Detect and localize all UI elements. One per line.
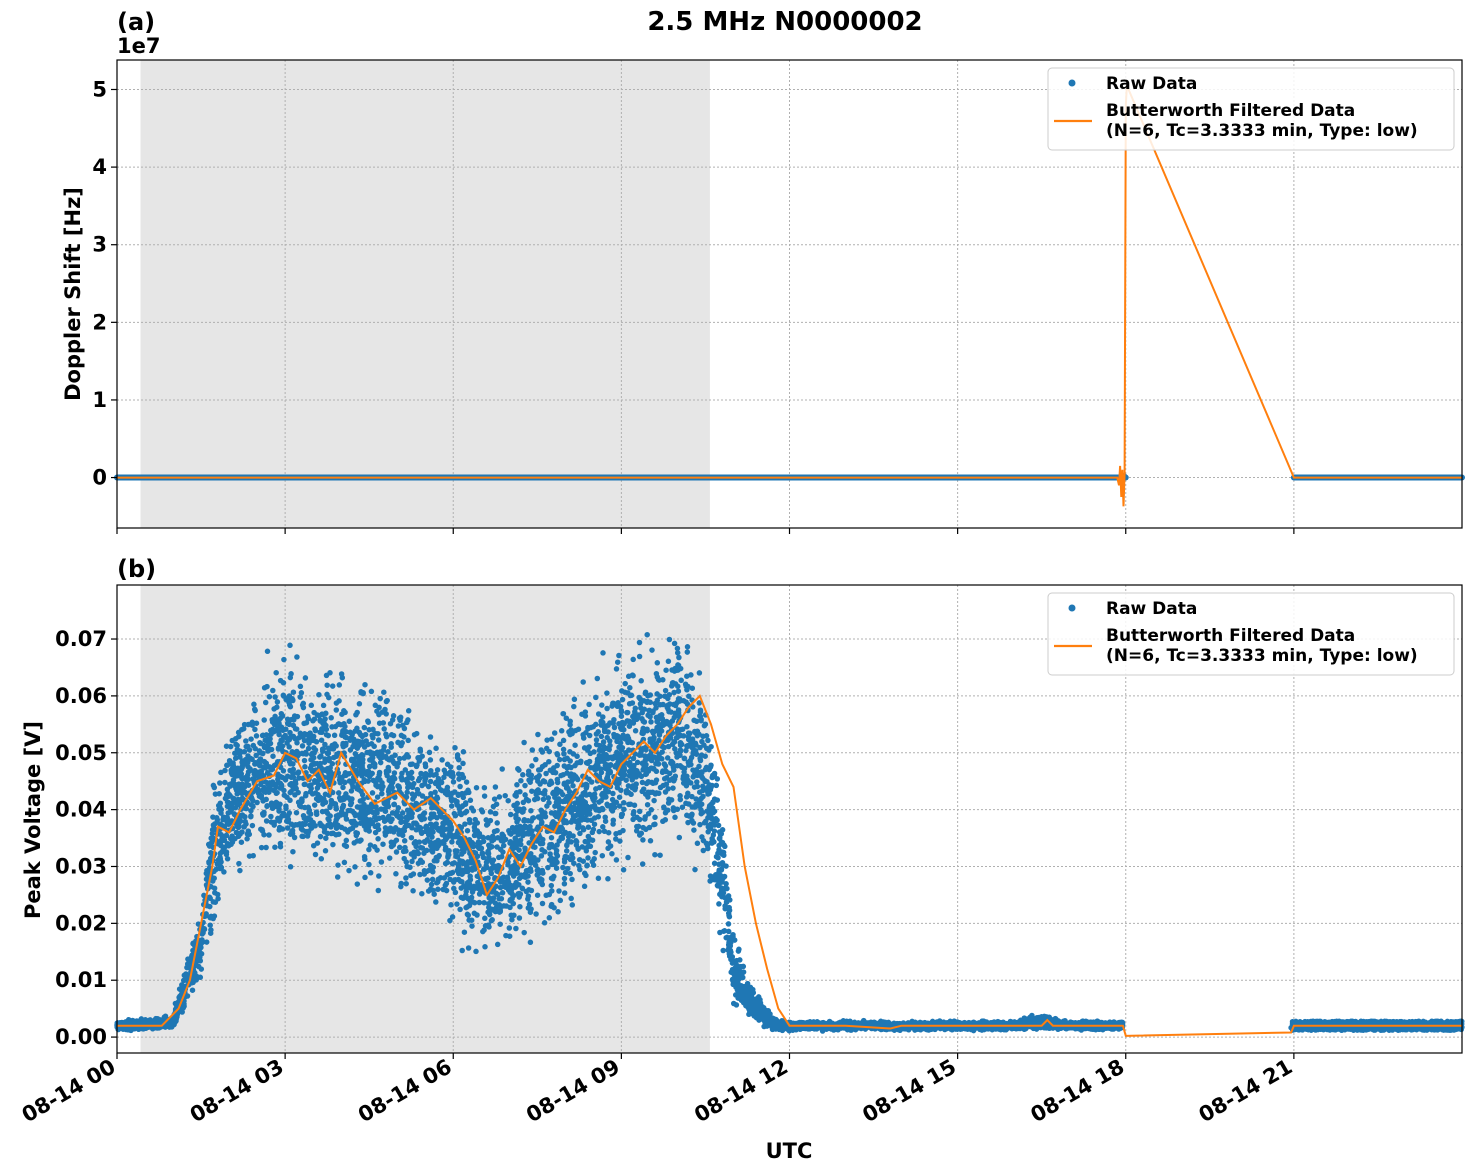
filtered-data-line	[117, 694, 1462, 1037]
panel-a-ylabel: Doppler Shift [Hz]	[61, 187, 85, 401]
y-tick-label: 0.04	[55, 798, 107, 822]
y-tick-label: 0.00	[55, 1025, 107, 1049]
panel-a: (a) 1e7 0 1 2 3 4 5 Doppler Shift [Hz] Raw Da…	[61, 8, 1465, 534]
y-tick-label: 5	[92, 77, 107, 101]
y-tick-label: 2	[92, 310, 107, 334]
panel-a-offset-label: 1e7	[117, 34, 160, 58]
y-tick-label: 0.06	[55, 684, 107, 708]
y-tick-label: 1	[92, 388, 107, 412]
legend-filtered-label-line1: Butterworth Filtered Data	[1106, 626, 1355, 646]
y-tick-label: 0.03	[55, 854, 107, 878]
legend-box	[1047, 67, 1455, 151]
legend-raw-label: Raw Data	[1106, 599, 1197, 619]
legend-filtered-label-line1: Butterworth Filtered Data	[1106, 101, 1355, 121]
y-tick-label: 3	[92, 233, 107, 257]
shaded-region	[140, 60, 710, 528]
figure-title: 2.5 MHz N0000002	[647, 7, 922, 37]
y-tick-label: 0.01	[55, 968, 107, 992]
panel-b-ylabel: Peak Voltage [V]	[21, 721, 45, 919]
y-tick-label: 0.02	[55, 911, 107, 935]
panel-a-label: (a)	[117, 8, 155, 36]
legend-raw-marker	[1068, 79, 1076, 87]
panel-b-legend: Raw Data Butterworth Filtered Data(N=6, T…	[1047, 592, 1455, 676]
legend-filtered-label-line2: (N=6, Tc=3.3333 min, Type: low)	[1106, 646, 1418, 666]
y-tick-label: 0.05	[55, 741, 107, 765]
panel-b-label: (b)	[117, 555, 156, 583]
y-tick-label: 4	[92, 155, 107, 179]
x-axis-label: UTC	[766, 1139, 813, 1163]
legend-raw-marker	[1068, 604, 1076, 612]
legend-box	[1047, 592, 1455, 676]
panel-a-legend: Raw Data Butterworth Filtered Data(N=6, T…	[1047, 67, 1455, 151]
y-tick-label: 0	[92, 466, 107, 490]
legend-filtered-label-line2: (N=6, Tc=3.3333 min, Type: low)	[1106, 121, 1418, 141]
legend-raw-label: Raw Data	[1106, 74, 1197, 94]
y-tick-label: 0.07	[55, 627, 107, 651]
